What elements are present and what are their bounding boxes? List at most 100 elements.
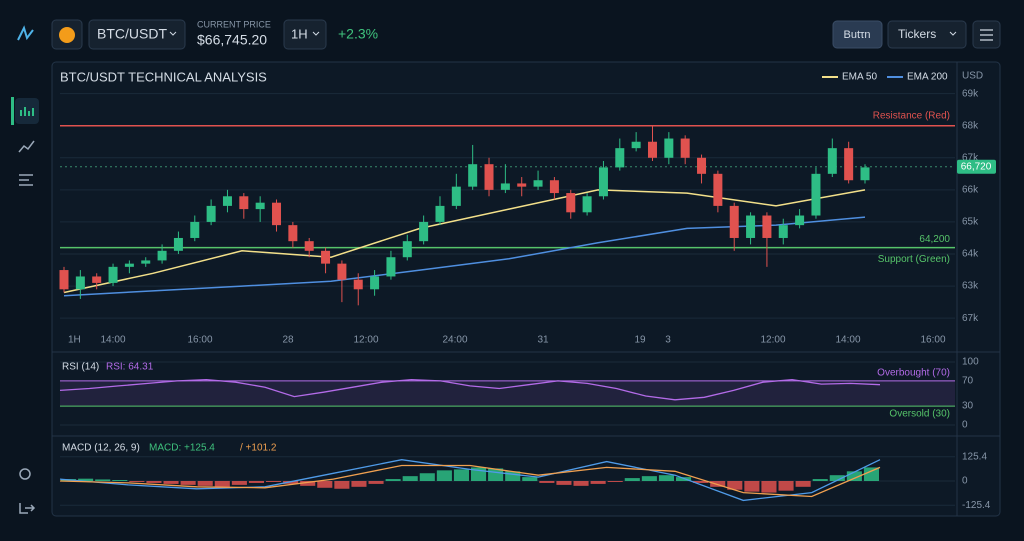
histogram-bar: [812, 479, 828, 481]
candle-body: [844, 148, 854, 181]
macd-line: [59, 459, 881, 502]
histogram-bar: [146, 481, 162, 483]
histogram-bar: [317, 481, 333, 488]
y-tick-label: -125.4: [962, 500, 991, 511]
candle-body: [647, 141, 657, 158]
nav-settings[interactable]: [19, 468, 31, 480]
x-tick-label: 14:00: [835, 335, 860, 346]
support-label: Support (Green): [878, 254, 950, 265]
histogram-bar: [556, 481, 572, 485]
y-tick-label: 67k: [962, 313, 979, 324]
histogram-bar: [505, 471, 521, 481]
btc-icon: [59, 27, 75, 43]
histogram-bar: [727, 481, 743, 490]
nav-logout[interactable]: [19, 503, 36, 514]
histogram-bar: [863, 467, 879, 481]
histogram-bar: [419, 473, 435, 481]
histogram-bar: [163, 481, 179, 484]
x-tick-label: 16:00: [187, 335, 212, 346]
y-tick-label: 68k: [962, 120, 979, 131]
candle-body: [419, 221, 429, 242]
histogram-bar: [846, 471, 862, 481]
oversold-label: Oversold (30): [889, 409, 950, 420]
y-tick-label: 69k: [962, 88, 979, 99]
candle-body: [222, 196, 232, 206]
histogram-bar: [761, 481, 777, 493]
x-tick-label: 1H: [68, 335, 81, 346]
histogram-bar: [231, 481, 247, 485]
candle-body: [402, 241, 412, 258]
candle-body: [827, 148, 837, 174]
histogram-bar: [573, 481, 589, 486]
macd-line: [59, 464, 881, 498]
candle-body: [92, 276, 102, 283]
chart-panel: [51, 61, 1001, 517]
y-tick-label: 100: [962, 357, 979, 368]
histogram-bar: [334, 481, 350, 489]
candle-body: [697, 157, 707, 174]
last-price-value: 66,720: [961, 161, 992, 172]
candle-body: [811, 173, 821, 216]
histogram-bar: [658, 475, 674, 481]
histogram-bar: [368, 481, 384, 484]
histogram-bar: [795, 481, 811, 487]
histogram-bar: [248, 481, 264, 483]
histogram-bar: [78, 478, 94, 481]
candle-body: [533, 180, 543, 187]
panel-title: BTC/USDT TECHNICAL ANALYSIS: [60, 69, 267, 84]
candle-body: [664, 138, 674, 158]
histogram-bar: [607, 481, 623, 482]
app-logo: [17, 25, 34, 41]
nav-candles[interactable]: [15, 98, 39, 124]
chevron: [949, 31, 957, 36]
chevron: [169, 31, 177, 36]
candle-body: [598, 167, 608, 197]
histogram-bar: [624, 478, 640, 481]
candle-body: [321, 250, 331, 264]
candle-body: [468, 164, 478, 187]
y-tick-label: 63k: [962, 281, 979, 292]
candle-body: [517, 183, 527, 187]
histogram-bar: [778, 481, 794, 491]
tickers-label: Tickers: [898, 27, 936, 41]
pair-select[interactable]: [88, 19, 186, 50]
candle-body: [713, 173, 723, 206]
histogram-bar: [710, 481, 726, 487]
pane-title: MACD (12, 26, 9): [62, 443, 140, 454]
histogram-bar: [402, 476, 418, 481]
x-tick-label: 12:00: [353, 335, 378, 346]
support-value: 64,200: [919, 234, 950, 245]
candle-body: [680, 138, 690, 158]
pane-readout: RSI: 64.31: [106, 362, 154, 373]
histogram-bar: [266, 481, 282, 482]
tickers-select[interactable]: [887, 20, 967, 49]
x-tick-label: 12:00: [760, 335, 785, 346]
y-tick-label: 0: [962, 476, 968, 487]
last-price-tag: [957, 159, 996, 174]
y-tick-label: 125.4: [962, 451, 987, 462]
pane-readout: MACD: +125.4: [149, 443, 215, 454]
button[interactable]: [832, 20, 883, 49]
nav-candles-icon: [20, 107, 34, 116]
candle-body: [255, 202, 265, 210]
ema-line: [63, 189, 866, 294]
histogram-bar: [522, 477, 538, 481]
y-tick-label: 70: [962, 376, 974, 387]
nav-line[interactable]: [18, 140, 35, 153]
rsi-line: [59, 378, 881, 401]
candle-body: [157, 250, 167, 261]
candle-body: [729, 205, 739, 238]
pane-signal-readout: / +101.2: [240, 443, 277, 454]
x-tick-label: 16:00: [920, 335, 945, 346]
histogram-bar: [197, 481, 213, 486]
interval-select[interactable]: [283, 19, 327, 50]
y-tick-label: 67k: [962, 152, 979, 163]
candle-body: [484, 164, 494, 190]
candle-body: [59, 270, 69, 290]
candle-body: [173, 237, 183, 251]
price-caption: CURRENT PRICE: [197, 19, 271, 29]
y-tick-label: 66k: [962, 184, 979, 195]
nav-list[interactable]: [19, 174, 33, 186]
overbought-label: Overbought (70): [877, 368, 950, 379]
